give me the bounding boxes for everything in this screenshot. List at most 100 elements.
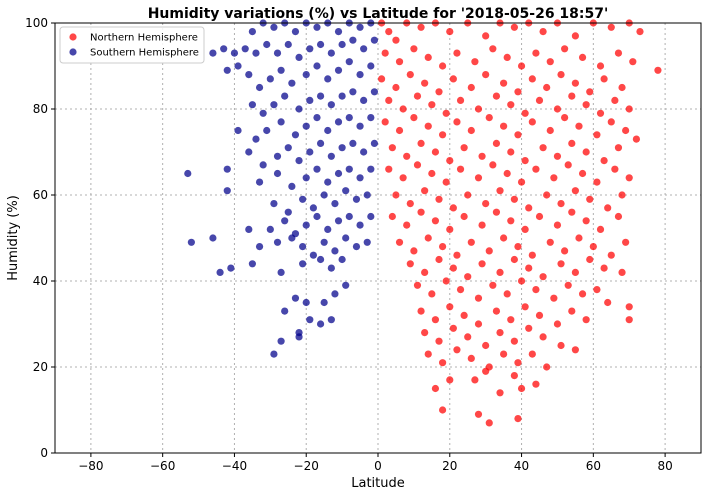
data-points xyxy=(184,19,662,427)
data-point xyxy=(532,380,540,388)
data-point xyxy=(266,75,274,83)
data-point xyxy=(632,135,641,143)
data-point xyxy=(449,264,457,272)
x-tick-label: 20 xyxy=(442,459,457,473)
data-point xyxy=(625,105,633,113)
data-point xyxy=(503,53,511,62)
data-point xyxy=(395,126,404,135)
data-point xyxy=(313,114,321,122)
data-point xyxy=(316,139,325,147)
data-point xyxy=(299,260,307,268)
data-point xyxy=(266,225,274,233)
data-point xyxy=(535,311,544,319)
data-point xyxy=(370,88,379,96)
data-point xyxy=(453,118,461,126)
data-point xyxy=(327,316,335,324)
data-point xyxy=(622,126,630,135)
data-point xyxy=(561,45,569,53)
data-point xyxy=(316,255,325,264)
data-point xyxy=(410,114,418,122)
data-point xyxy=(288,234,296,242)
data-point xyxy=(309,204,317,212)
data-point xyxy=(399,174,407,182)
data-point xyxy=(571,268,579,276)
data-point xyxy=(500,350,508,358)
data-point xyxy=(471,58,479,66)
data-point xyxy=(507,217,515,225)
data-point xyxy=(439,406,447,414)
data-point xyxy=(496,187,504,195)
y-axis-label: Humidity (%) xyxy=(6,195,21,281)
data-point xyxy=(496,268,504,276)
data-point xyxy=(550,294,558,302)
data-point xyxy=(273,152,282,160)
data-point xyxy=(528,75,536,83)
data-point xyxy=(245,148,253,156)
data-point xyxy=(324,75,332,83)
data-point xyxy=(392,191,400,199)
data-point xyxy=(334,28,343,36)
data-point xyxy=(320,238,328,246)
data-point xyxy=(259,109,267,117)
data-point xyxy=(349,88,357,96)
data-point xyxy=(363,191,371,199)
data-point xyxy=(614,49,623,57)
data-point xyxy=(255,83,264,92)
data-point xyxy=(568,208,576,216)
data-point xyxy=(507,316,515,324)
data-point xyxy=(578,290,587,298)
data-point xyxy=(521,109,529,117)
data-point xyxy=(546,58,554,66)
data-point xyxy=(413,92,422,100)
data-point xyxy=(474,410,483,418)
data-point xyxy=(248,28,256,36)
data-point xyxy=(456,286,465,294)
data-point xyxy=(410,45,418,53)
data-point xyxy=(424,350,432,358)
data-point xyxy=(209,49,217,57)
data-point xyxy=(564,161,572,169)
data-point xyxy=(302,221,310,229)
data-point xyxy=(428,290,436,298)
data-point xyxy=(377,75,386,83)
data-point xyxy=(514,359,522,367)
data-point xyxy=(295,157,303,165)
data-point xyxy=(227,264,235,272)
data-point xyxy=(338,144,346,152)
data-point xyxy=(521,225,529,233)
data-point xyxy=(223,187,231,195)
data-point xyxy=(435,337,443,345)
data-point xyxy=(442,109,450,117)
x-axis-label: Latitude xyxy=(351,476,405,491)
data-point xyxy=(406,260,414,268)
data-point xyxy=(395,58,404,66)
data-point xyxy=(500,234,508,242)
data-point xyxy=(277,337,285,345)
legend-marker xyxy=(69,33,77,41)
data-point xyxy=(367,165,375,173)
data-point xyxy=(421,268,429,276)
y-tick-label: 80 xyxy=(33,102,48,116)
data-point xyxy=(413,161,422,169)
data-point xyxy=(281,307,289,315)
data-point xyxy=(302,71,310,79)
data-point xyxy=(496,389,504,397)
x-tick-label: −40 xyxy=(222,459,247,473)
data-point xyxy=(575,234,583,242)
data-point xyxy=(421,79,429,87)
chart-title: Humidity variations (%) vs Latitude for … xyxy=(148,6,609,22)
data-point xyxy=(417,307,425,315)
data-point xyxy=(568,307,576,315)
data-point xyxy=(464,273,472,281)
data-point xyxy=(561,247,569,255)
data-point xyxy=(629,58,637,66)
data-point xyxy=(327,49,335,57)
data-point xyxy=(360,148,368,156)
data-point xyxy=(252,49,260,57)
data-point xyxy=(521,157,529,165)
data-point xyxy=(586,195,594,203)
data-point xyxy=(474,320,483,328)
data-point xyxy=(424,234,432,242)
data-point xyxy=(248,260,256,268)
data-point xyxy=(614,212,623,221)
